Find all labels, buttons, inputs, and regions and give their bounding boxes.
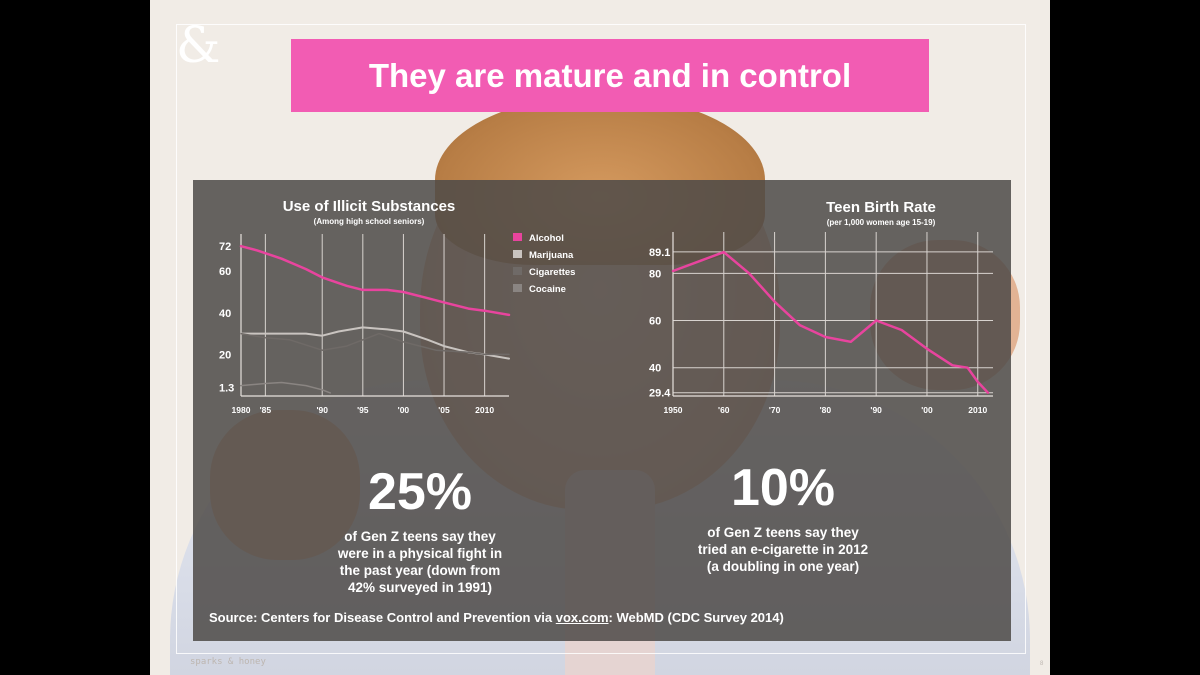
series-line-marijuana xyxy=(240,326,510,360)
legend-label: Cigarettes xyxy=(529,267,575,278)
y-tick-label: 60 xyxy=(649,316,661,328)
fight-stat-description: of Gen Z teens say they were in a physic… xyxy=(320,528,520,596)
y-tick-label: 20 xyxy=(219,349,231,361)
legend-swatch xyxy=(513,284,522,292)
source-prefix: Source: Centers for Disease Control and … xyxy=(209,610,556,625)
slide-title: They are mature and in control xyxy=(368,56,852,94)
ecig-stat-value: 10% xyxy=(730,459,836,517)
source-suffix: : WebMD (CDC Survey 2014) xyxy=(608,610,784,625)
x-tick-label: '00 xyxy=(921,405,933,415)
ecig-stat-line: (a doubling in one year) xyxy=(706,559,860,574)
source-citation: Source: Centers for Disease Control and … xyxy=(209,610,784,625)
x-tick-label: '70 xyxy=(769,405,781,415)
y-tick-label: 40 xyxy=(219,308,231,320)
y-tick-label: 89.1 xyxy=(649,247,670,259)
legend-swatch xyxy=(513,233,522,241)
x-tick-label: '00 xyxy=(398,405,410,415)
y-tick-label: 72 xyxy=(219,241,231,253)
legend-label: Marijuana xyxy=(529,250,574,261)
page-number: 8 xyxy=(1040,661,1044,667)
slide: & They are mature and in control Use of … xyxy=(150,0,1050,675)
ecig-stat-line: tried an e-cigarette in 2012 xyxy=(697,542,869,557)
legend-swatch xyxy=(513,267,522,275)
series-line-teen-birth-rate xyxy=(671,250,990,394)
legend-label: Alcohol xyxy=(529,233,564,244)
ecig-stat-line: of Gen Z teens say they xyxy=(707,525,859,540)
fight-stat-line: the past year (down from xyxy=(339,563,501,578)
series-line-cigarettes xyxy=(240,332,510,356)
ecig-stat-description: of Gen Z teens say they tried an e-cigar… xyxy=(673,524,893,575)
series-line-alcohol xyxy=(239,244,511,317)
x-tick-label: '60 xyxy=(718,405,730,415)
footer-brand: sparks & honey xyxy=(190,657,266,667)
x-tick-label: '90 xyxy=(870,405,882,415)
y-tick-label: 1.3 xyxy=(219,383,234,395)
substances-legend: Alcohol Marijuana Cigarettes Cocaine xyxy=(513,233,575,295)
y-tick-label: 40 xyxy=(649,363,661,375)
fight-stat-line: were in a physical fight in xyxy=(337,546,503,561)
fight-stat-line: of Gen Z teens say they xyxy=(344,529,496,544)
chart-subtitle: (Among high school seniors) xyxy=(314,217,425,226)
chart-subtitle: (per 1,000 women age 15-19) xyxy=(827,218,936,227)
x-tick-label: '80 xyxy=(820,405,832,415)
series-line-cocaine xyxy=(240,381,332,394)
title-banner: They are mature and in control xyxy=(291,39,929,112)
chart-title: Use of Illicit Substances xyxy=(283,198,456,215)
x-tick-label: '05 xyxy=(438,405,450,415)
legend-label: Cocaine xyxy=(529,284,566,295)
legend-swatch xyxy=(513,250,522,258)
fight-stat-value: 25% xyxy=(367,463,473,521)
y-tick-label: 80 xyxy=(649,268,661,280)
x-tick-label: '95 xyxy=(357,405,369,415)
y-tick-label: 60 xyxy=(219,266,231,278)
x-tick-label: 2010 xyxy=(475,405,494,415)
x-tick-label: 1980 xyxy=(232,405,251,415)
chart-title: Teen Birth Rate xyxy=(826,199,936,216)
y-tick-label: 29.4 xyxy=(649,388,671,400)
ampersand-logo: & xyxy=(176,16,221,74)
illicit-substances-chart: Use of Illicit Substances (Among high sch… xyxy=(219,198,511,415)
slide-frame xyxy=(176,24,1026,654)
teen-birth-rate-chart: Teen Birth Rate (per 1,000 women age 15-1… xyxy=(649,199,993,415)
source-link[interactable]: vox.com xyxy=(555,610,609,625)
x-tick-label: 1950 xyxy=(664,405,683,415)
x-tick-label: '90 xyxy=(316,405,328,415)
x-tick-label: '85 xyxy=(260,405,272,415)
fight-stat-line: 42% surveyed in 1991) xyxy=(347,580,493,595)
x-tick-label: 2010 xyxy=(968,405,987,415)
chart-panel: Use of Illicit Substances (Among high sch… xyxy=(193,180,1011,641)
